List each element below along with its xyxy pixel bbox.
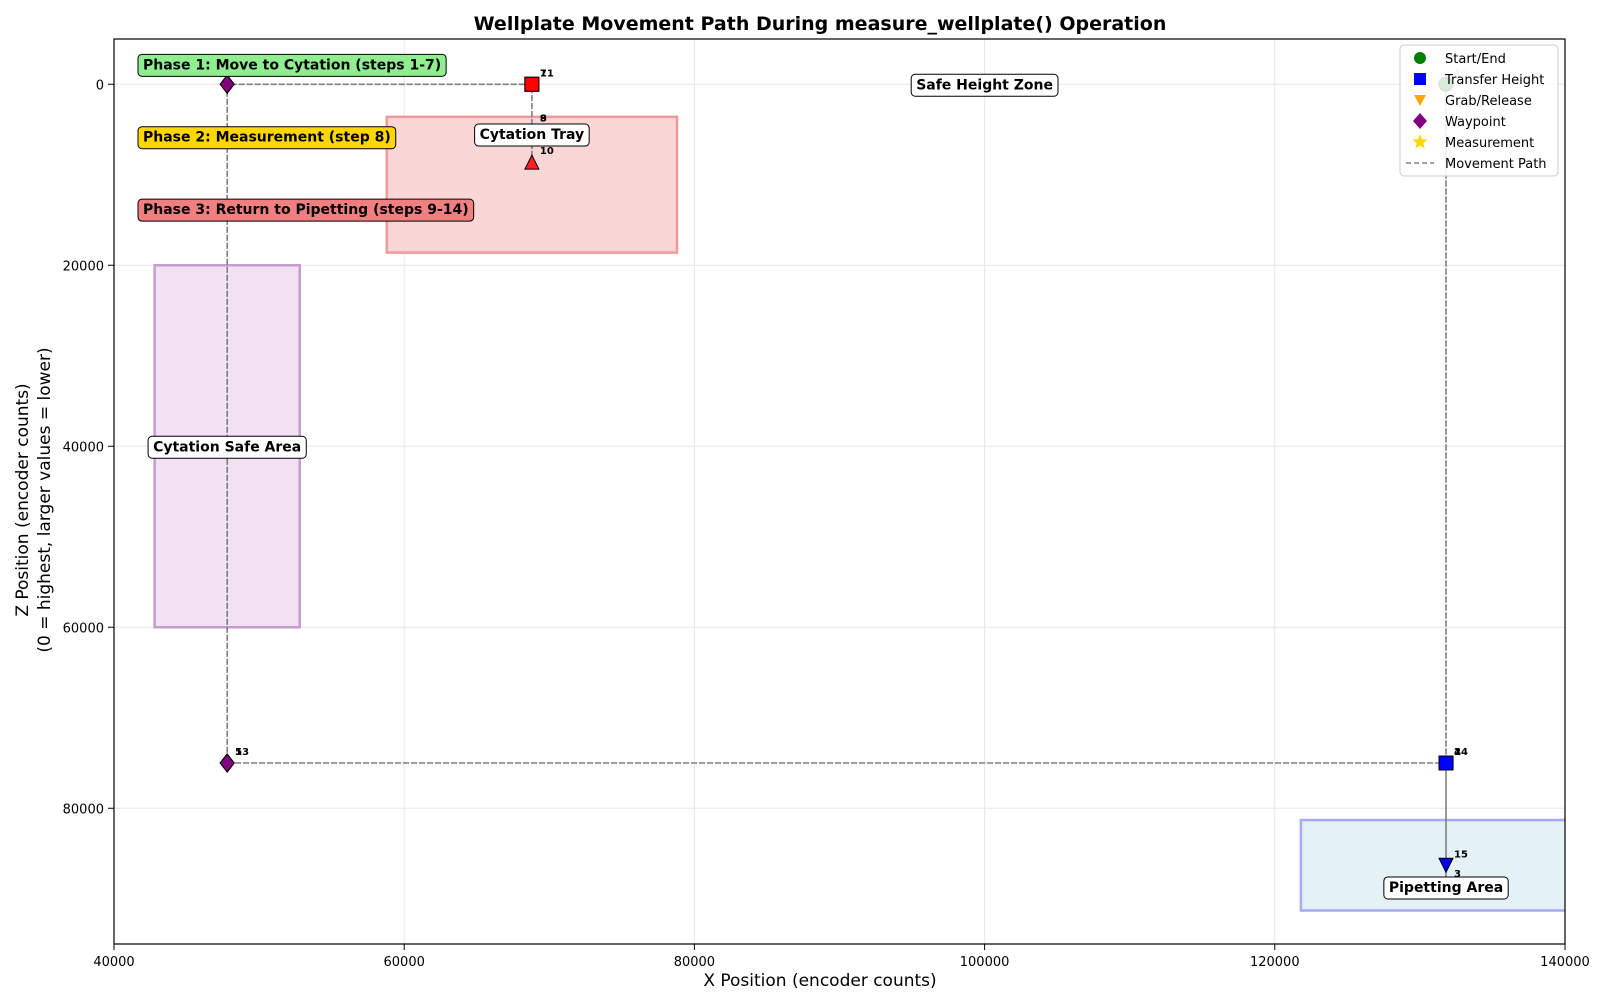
x-tick-label: 40000 xyxy=(93,955,134,970)
marker-step-14 xyxy=(1438,755,1454,771)
legend-label: Measurement xyxy=(1445,136,1534,151)
region-label-pipetting-area-box xyxy=(1383,876,1509,900)
legend-triangle-icon xyxy=(1414,95,1426,106)
axis-ticks: 40000 60000 80000 100000 120000 140000 0 20000 4… xyxy=(63,78,1590,970)
legend-star-icon xyxy=(1412,134,1428,149)
x-tick-label: 60000 xyxy=(384,955,425,970)
plot-frame xyxy=(113,38,1566,945)
marker-step-12 xyxy=(219,74,235,95)
annotation-safe-height-zone: Safe Height Zone xyxy=(910,73,1059,97)
step-label-2: 2 xyxy=(1454,747,1461,758)
marker-step-10 xyxy=(524,153,540,170)
step-label-4: 4 xyxy=(1454,747,1461,758)
legend: Start/End Transfer Height Grab/Release Wayp… xyxy=(1399,44,1559,177)
region-label-cytation-tray: Cytation Tray xyxy=(474,123,590,147)
x-tick-label: 80000 xyxy=(674,955,715,970)
legend-item: Start/End xyxy=(1414,52,1506,67)
legend-label: Transfer Height xyxy=(1444,73,1544,88)
legend-square-icon xyxy=(1414,73,1426,85)
y-axis-label: Z Position (encoder counts) xyxy=(13,383,33,616)
legend-label: Grab/Release xyxy=(1445,94,1532,109)
y-tick-label: 40000 xyxy=(63,440,104,455)
x-tick-label: 140000 xyxy=(1540,955,1590,970)
x-axis-label: X Position (encoder counts) xyxy=(703,971,936,991)
phase-label-3: Phase 3: Return to Pipetting (steps 9-14… xyxy=(137,198,475,222)
step-label-11: 11 xyxy=(540,68,554,79)
region-label-cytation-safe-area-box xyxy=(147,435,307,459)
marker-step-15 xyxy=(1438,857,1454,874)
y-axis-label-secondary: (0 = highest, larger values = lower) xyxy=(35,347,55,652)
annotation-safe-height-zone-box xyxy=(910,73,1059,97)
region-label-cytation-tray-box xyxy=(474,123,590,147)
x-tick-label: 100000 xyxy=(960,955,1010,970)
chart-title: Wellplate Movement Path During measure_w… xyxy=(474,13,1167,35)
annotation-safe-height-zone-text: Safe Height Zone xyxy=(916,77,1053,93)
step-label-9: 9 xyxy=(540,114,547,125)
region-label-pipetting-area-text: Pipetting Area xyxy=(1389,880,1503,896)
phase-label-1-box xyxy=(137,53,447,77)
regions xyxy=(153,115,1565,912)
x-tick-label: 120000 xyxy=(1250,955,1300,970)
region-label-cytation-tray-text: Cytation Tray xyxy=(480,127,585,143)
phase-label-1: Phase 1: Move to Cytation (steps 1-7) xyxy=(137,53,447,77)
legend-label: Movement Path xyxy=(1445,157,1547,172)
legend-item: Movement Path xyxy=(1406,157,1547,172)
legend-item: Grab/Release xyxy=(1414,94,1532,109)
y-tick-label: 60000 xyxy=(63,621,104,636)
annotations: Cytation Safe Area Cytation Tray Pipetting… xyxy=(137,53,1509,900)
legend-circle-icon xyxy=(1414,52,1426,64)
legend-label: Waypoint xyxy=(1445,115,1506,130)
marker-step-11 xyxy=(524,76,540,92)
step-label-5: 5 xyxy=(235,747,242,758)
step-label-10: 10 xyxy=(540,146,554,157)
step-label-8: 8 xyxy=(540,114,547,125)
y-tick-label: 0 xyxy=(96,78,104,93)
y-tick-label: 80000 xyxy=(63,802,104,817)
legend-item: Transfer Height xyxy=(1414,73,1544,88)
region-label-cytation-safe-area-text: Cytation Safe Area xyxy=(153,439,301,455)
phase-label-3-text: Phase 3: Return to Pipetting (steps 9-14… xyxy=(143,202,469,218)
phase-label-2: Phase 2: Measurement (step 8) xyxy=(137,126,397,150)
step-label-13: 13 xyxy=(235,747,249,758)
phase-label-3-box xyxy=(137,198,475,222)
legend-box xyxy=(1399,44,1559,177)
step-label-14: 14 xyxy=(1454,747,1468,758)
step-label-15: 15 xyxy=(1454,849,1468,860)
phase-label-2-box xyxy=(137,126,397,150)
step-label-7: 7 xyxy=(540,68,547,79)
marker-step-13 xyxy=(219,753,235,773)
phase-label-2-text: Phase 2: Measurement (step 8) xyxy=(143,130,391,146)
grid-lines xyxy=(113,39,1566,944)
legend-diamond-icon xyxy=(1413,113,1427,129)
legend-item: Measurement xyxy=(1412,134,1534,151)
legend-item: Waypoint xyxy=(1413,113,1506,130)
region-label-pipetting-area: Pipetting Area xyxy=(1383,876,1509,900)
legend-label: Start/End xyxy=(1445,52,1506,67)
step-label-3: 3 xyxy=(1454,869,1461,880)
region-label-cytation-safe-area: Cytation Safe Area xyxy=(147,435,307,459)
y-tick-label: 20000 xyxy=(63,259,104,274)
phase-label-1-text: Phase 1: Move to Cytation (steps 1-7) xyxy=(143,57,441,73)
